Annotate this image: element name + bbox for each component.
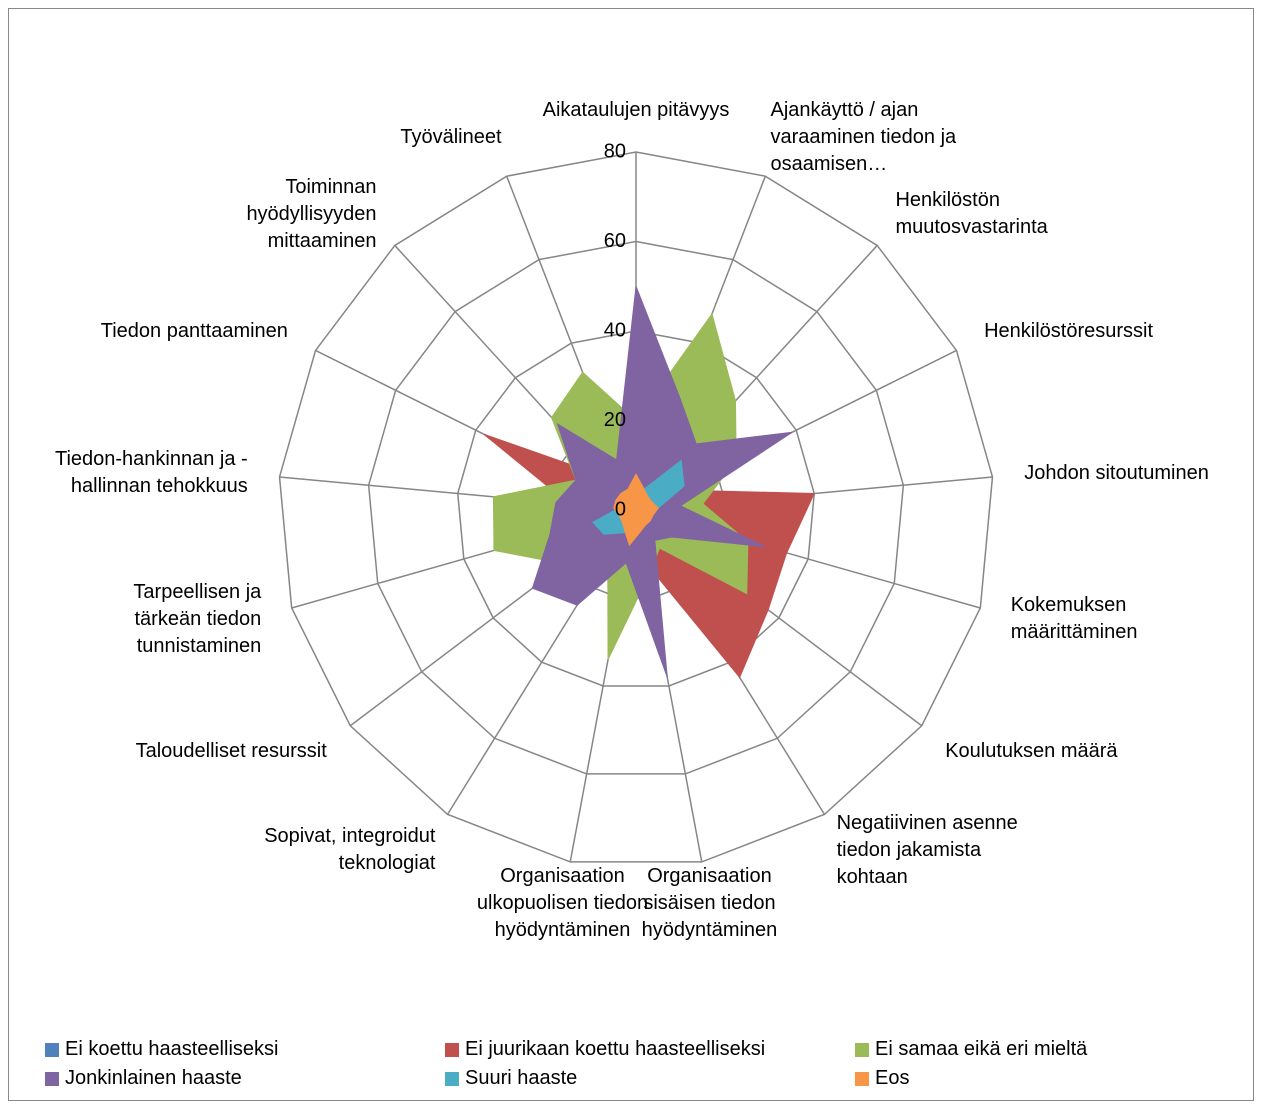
legend-item: Ei koettu haasteelliseksi [45,1038,278,1061]
category-label: Taloudelliset resurssit [135,739,327,762]
legend-label: Jonkinlainen haaste [65,1067,242,1089]
legend-swatch [445,1042,459,1057]
legend-label: Suuri haaste [465,1067,578,1089]
legend-item: Suuri haaste [445,1067,577,1090]
category-label: Tiedon-hankinnan ja -hallinnan tehokkuus [54,448,248,498]
category-label: Henkilöstöresurssit [984,320,1154,343]
tick-label: 60 [604,230,626,252]
legend-swatch [45,1042,59,1057]
tick-label: 20 [604,409,626,431]
category-label: Negatiivinen asenne tiedon jakamista koh… [836,811,1018,888]
category-label: Kokemuksen määrittäminen [1010,594,1138,644]
category-label: Työvälineet [400,125,502,148]
legend-label: Ei juurikaan koettu haasteelliseksi [465,1038,766,1060]
tick-label: 0 [615,498,626,520]
legend-item: Jonkinlainen haaste [45,1067,242,1090]
legend-label: Ei samaa eikä eri mieltä [875,1038,1088,1060]
category-label: Aikataulujen pitävyys [542,98,730,121]
category-label: Tiedon panttaaminen [100,320,288,343]
chart-frame [8,8,1254,1101]
category-label: Ajankäyttö / ajan varaaminen tiedon ja o… [770,98,957,175]
legend-swatch [855,1071,869,1086]
grid-ring [278,151,994,863]
category-label: Sopivat, integroidut teknologiat [264,825,436,875]
category-label: Johdon sitoutuminen [1024,461,1209,484]
grid-ring [457,330,815,687]
grid-ring [367,240,905,775]
tick-label: 40 [604,319,626,341]
category-label: Organisaation sisäisen tiedon hyödyntämi… [641,864,778,941]
tick-label: 80 [604,140,626,162]
legend-item: Eos [855,1067,909,1090]
category-label: Tarpeellisen ja tärkeän tiedon tunnistam… [133,580,262,657]
category-label: Koulutuksen määrä [945,739,1118,762]
legend-label: Ei koettu haasteelliseksi [65,1038,279,1060]
legend-item: Ei juurikaan koettu haasteelliseksi [445,1038,765,1061]
legend-item: Ei samaa eikä eri mieltä [855,1038,1087,1061]
legend-swatch [45,1071,59,1086]
category-label: Henkilöstön muutosvastarinta [895,189,1048,239]
legend-label: Eos [875,1067,910,1089]
legend-swatch [855,1042,869,1057]
category-label: Organisaation ulkopuolisen tiedon hyödyn… [476,864,649,941]
legend-swatch [445,1071,459,1086]
series-area [613,473,659,547]
category-label: Toiminnan hyödyllisyyden mittaaminen [246,175,377,252]
